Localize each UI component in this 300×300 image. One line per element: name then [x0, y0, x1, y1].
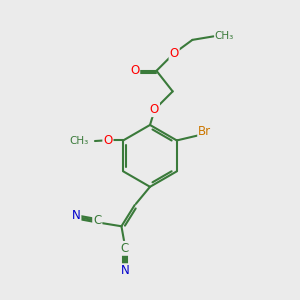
Text: C: C	[121, 242, 129, 255]
Text: O: O	[103, 134, 112, 147]
Text: CH₃: CH₃	[70, 136, 89, 146]
Text: C: C	[93, 214, 101, 227]
Text: O: O	[150, 103, 159, 116]
Text: O: O	[130, 64, 139, 77]
Text: N: N	[121, 264, 129, 277]
Text: N: N	[72, 209, 80, 222]
Text: Br: Br	[198, 125, 211, 138]
Text: CH₃: CH₃	[215, 31, 234, 41]
Text: O: O	[169, 46, 179, 60]
